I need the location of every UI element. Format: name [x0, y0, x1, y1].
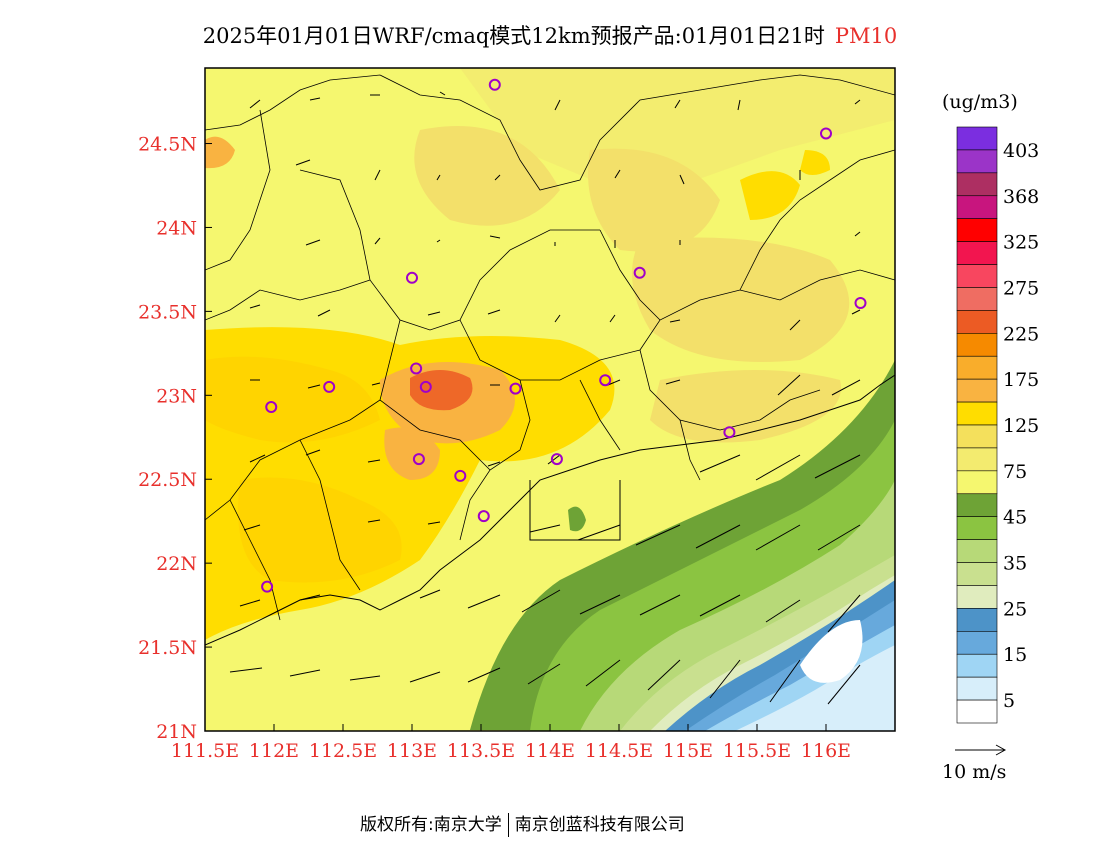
lon-tick-label: 111.5E [171, 740, 239, 762]
colorbar [956, 126, 998, 724]
station-marker [854, 296, 867, 309]
colorbar-swatch [956, 653, 998, 678]
credit-left: 版权所有:南京大学 [360, 815, 502, 835]
lat-tick-label: 21N [156, 721, 197, 743]
colorbar-swatch [956, 218, 998, 242]
lon-tick-label: 115E [663, 740, 713, 762]
colorbar-label: 225 [1003, 323, 1039, 345]
colorbar-label: 75 [1003, 461, 1027, 483]
wind-arrows [229, 91, 861, 705]
lon-tick-label: 116E [801, 740, 851, 762]
lat-tick-label: 21.5N [138, 637, 197, 659]
colorbar-swatch [956, 562, 998, 586]
lon-tick-label: 114.5E [585, 740, 653, 762]
credit-separator [507, 813, 509, 837]
colorbar-swatch [956, 516, 998, 540]
station-marker [412, 453, 425, 466]
colorbar-label: 175 [1003, 369, 1039, 391]
lat-tick-label: 22N [156, 553, 197, 575]
colorbar-swatch [956, 149, 998, 174]
colorbar-label: 45 [1003, 507, 1027, 529]
colorbar-swatch [956, 424, 998, 449]
station-marker [410, 362, 423, 375]
station-marker [820, 127, 832, 140]
colorbar-swatch [956, 493, 998, 517]
station-marker [265, 401, 278, 414]
title-text: 2025年01月01日WRF/cmaq模式12km预报产品:01月01日21时 [202, 24, 825, 48]
lat-axis: 24.5N 24N 23.5N 23N 22.5N 22N 21.5N 21N [138, 134, 212, 743]
colorbar-label: 368 [1003, 186, 1039, 208]
station-marker [454, 469, 467, 482]
station-marker [599, 374, 612, 387]
wind-scale-label: 10 m/s [942, 761, 1006, 783]
colorbar-label: 125 [1003, 415, 1039, 437]
station-marker [261, 580, 274, 593]
lon-tick-label: 113.5E [447, 740, 515, 762]
station-marker [419, 380, 432, 393]
colorbar-label: 25 [1003, 598, 1027, 620]
map-area [205, 68, 895, 731]
colorbar-swatch [956, 470, 998, 495]
colorbar-label: 15 [1003, 644, 1027, 666]
lon-tick-label: 114E [525, 740, 575, 762]
colorbar-swatch [956, 539, 998, 563]
colorbar-swatch [956, 401, 998, 426]
station-marker [323, 380, 336, 393]
legend-unit: (ug/m3) [942, 91, 1018, 113]
colorbar-swatch [956, 172, 998, 197]
lon-tick-label: 112E [249, 740, 299, 762]
admin-boundaries [205, 74, 895, 621]
colorbar-swatch [956, 287, 998, 311]
lon-tick-label: 112.5E [309, 740, 377, 762]
colorbar-label: 5 [1003, 690, 1015, 712]
station-marker [488, 78, 501, 91]
credit: 版权所有:南京大学 南京创蓝科技有限公司 [360, 810, 685, 837]
lat-tick-label: 24N [156, 217, 197, 239]
wind-scale-arrow [955, 744, 1007, 756]
pollutant-name: PM10 [834, 24, 898, 48]
lon-tick-label: 115.5E [723, 740, 791, 762]
colorbar-swatch [956, 241, 998, 265]
coastline [205, 374, 895, 646]
colorbar-swatch [956, 699, 998, 724]
colorbar-swatch [956, 608, 998, 632]
lat-tick-label: 23N [156, 385, 197, 407]
colorbar-swatch [956, 585, 998, 609]
colorbar-swatch [956, 264, 998, 288]
lon-axis: 111.5E 112E 112.5E 113E 113.5E 114E 114.5E 115E… [171, 724, 851, 762]
lat-tick-label: 22.5N [138, 469, 197, 491]
credit-right: 南京创蓝科技有限公司 [514, 815, 685, 835]
colorbar-labels: 403 368 325 275 225 175 125 75 45 35 25 15 5 [1003, 140, 1039, 712]
lat-tick-label: 24.5N [138, 134, 197, 156]
lat-tick-label: 23.5N [138, 301, 197, 323]
station-marker [509, 382, 522, 395]
colorbar-label: 35 [1003, 553, 1027, 575]
colorbar-swatch [956, 676, 998, 701]
colorbar-swatch [956, 631, 998, 655]
colorbar-label: 403 [1003, 140, 1039, 162]
colorbar-swatch [956, 195, 998, 219]
concentration-contours [205, 68, 895, 731]
station-marker [406, 271, 418, 284]
station-marker [723, 426, 736, 439]
map-title: 2025年01月01日WRF/cmaq模式12km预报产品:01月01日21时 P… [0, 20, 1100, 50]
colorbar-swatch [956, 378, 998, 403]
colorbar-swatch [956, 126, 998, 151]
colorbar-swatch [956, 355, 998, 380]
colorbar-swatch [956, 447, 998, 472]
colorbar-swatch [956, 333, 998, 357]
colorbar-label: 325 [1003, 232, 1039, 254]
station-marker [550, 453, 563, 466]
station-marker [477, 510, 490, 523]
station-marker [633, 266, 646, 279]
monitoring-stations [261, 78, 867, 593]
lon-tick-label: 113E [387, 740, 437, 762]
colorbar-label: 275 [1003, 277, 1039, 299]
colorbar-swatch [956, 310, 998, 334]
